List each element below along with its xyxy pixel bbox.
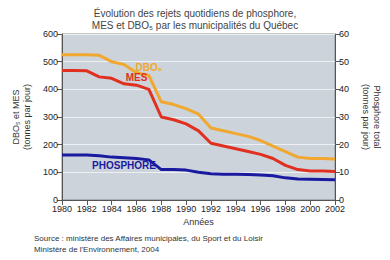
svg-text:40: 40 (339, 84, 349, 94)
svg-text:1998: 1998 (275, 204, 295, 214)
svg-text:10: 10 (339, 167, 349, 177)
svg-text:MES et DBO₅ par les municipali: MES et DBO₅ par les municipalités du Qué… (92, 20, 298, 31)
svg-text:600: 600 (43, 29, 58, 39)
svg-text:2000: 2000 (300, 204, 320, 214)
svg-text:Source : ministère des Affaire: Source : ministère des Affaires municipa… (34, 234, 263, 243)
svg-text:Évolution des rejets quotidien: Évolution des rejets quotidiens de phosp… (94, 7, 296, 19)
svg-text:50: 50 (339, 57, 349, 67)
svg-text:PHOSPHORE: PHOSPHORE (92, 160, 156, 171)
svg-text:Ministère de l'Environnement,: Ministère de l'Environnement, 2004 (34, 245, 160, 254)
svg-text:100: 100 (43, 167, 58, 177)
svg-text:0: 0 (53, 195, 58, 205)
svg-text:1990: 1990 (176, 204, 196, 214)
svg-text:1984: 1984 (102, 204, 122, 214)
svg-text:1980: 1980 (52, 204, 72, 214)
svg-text:400: 400 (43, 84, 58, 94)
svg-text:1982: 1982 (77, 204, 97, 214)
svg-text:30: 30 (339, 112, 349, 122)
svg-text:(tonnes par jour): (tonnes par jour) (361, 84, 371, 150)
svg-text:500: 500 (43, 57, 58, 67)
svg-text:1994: 1994 (226, 204, 246, 214)
svg-text:60: 60 (339, 29, 349, 39)
svg-text:20: 20 (339, 140, 349, 150)
svg-text:MES: MES (126, 72, 148, 83)
svg-text:1992: 1992 (201, 204, 221, 214)
svg-text:DBO₅: DBO₅ (135, 62, 163, 73)
svg-text:0: 0 (339, 195, 345, 205)
svg-text:Phosphore total: Phosphore total (372, 85, 382, 148)
svg-text:200: 200 (43, 140, 58, 150)
svg-text:1986: 1986 (126, 204, 146, 214)
svg-text:(tonnes par jour): (tonnes par jour) (22, 84, 32, 150)
svg-text:1996: 1996 (251, 204, 271, 214)
svg-text:DBO₅ et MES: DBO₅ et MES (11, 89, 21, 144)
svg-text:300: 300 (43, 112, 58, 122)
svg-text:2002: 2002 (325, 204, 345, 214)
svg-text:Années: Années (183, 217, 214, 227)
svg-text:1988: 1988 (151, 204, 171, 214)
